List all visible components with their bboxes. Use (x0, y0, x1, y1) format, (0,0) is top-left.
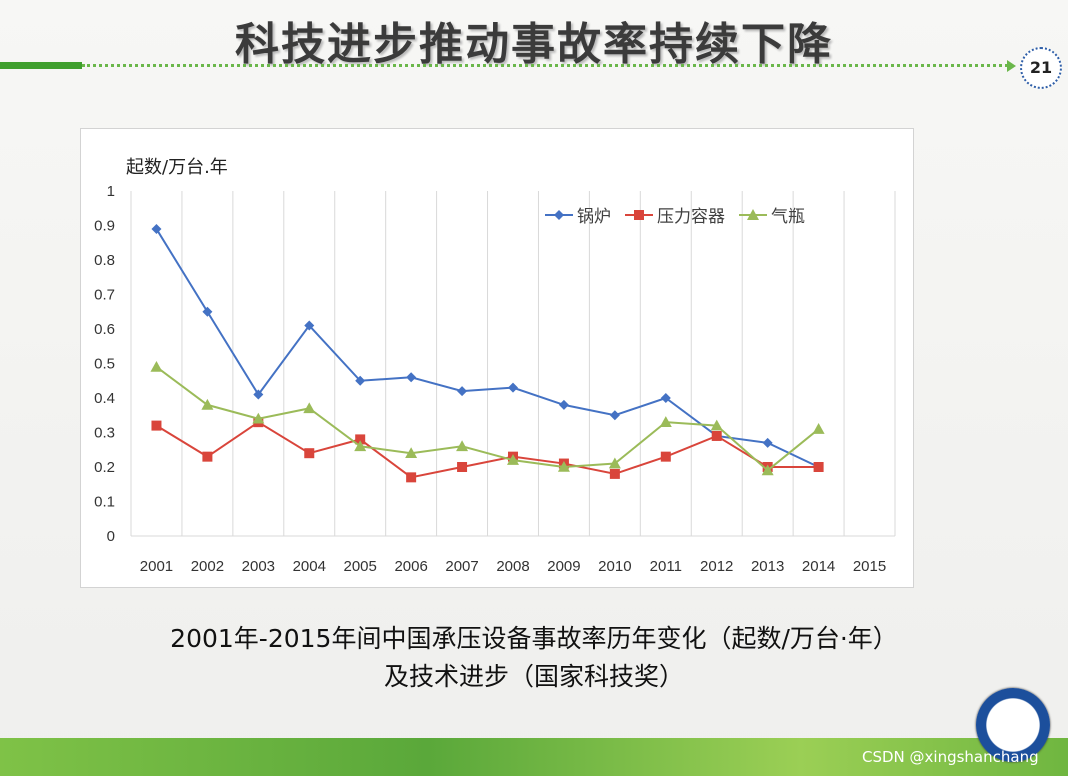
legend-label: 锅炉 (577, 207, 611, 227)
data-point (508, 382, 518, 393)
data-point (355, 375, 366, 386)
data-point (405, 447, 418, 458)
data-point (813, 462, 824, 472)
x-tick-label: 2005 (344, 558, 377, 575)
y-tick-label: 0.6 (94, 321, 115, 338)
data-point (457, 462, 468, 472)
data-point (406, 472, 417, 483)
data-point (354, 440, 367, 452)
footer-band (0, 738, 1068, 776)
x-tick-label: 2003 (242, 558, 275, 575)
data-point (711, 430, 722, 441)
data-point (557, 461, 570, 472)
y-tick-label: 0.1 (94, 494, 115, 511)
data-point (609, 410, 620, 421)
x-tick-label: 2002 (191, 558, 224, 575)
y-tick-label: 0.2 (94, 459, 115, 476)
caption-line-1: 2001年-2015年间中国承压设备事故率历年变化（起数/万台·年） (170, 624, 898, 653)
data-point (659, 416, 672, 427)
legend-label: 气瓶 (771, 207, 805, 227)
data-point (406, 372, 417, 383)
triangle-marker-icon (739, 208, 767, 220)
data-point (150, 360, 163, 372)
arrow-right-icon (1007, 60, 1016, 72)
chart-legend: 锅炉 压力容器 气瓶 (543, 202, 817, 227)
series-line (155, 366, 820, 472)
line-chart: 0 0.1 0.2 0.3 0.4 0.5 0.6 0.7 0.8 0.9 1 2001 2002 200… (94, 183, 896, 575)
data-point (609, 468, 620, 479)
series-line (155, 228, 820, 468)
data-point (812, 423, 825, 434)
caption-line-2: 及技术进步（国家科技奖） (383, 662, 684, 691)
x-tick-label: 2014 (802, 558, 835, 575)
data-point (456, 440, 469, 452)
x-tick-label: 2012 (700, 558, 733, 575)
data-point (304, 448, 315, 459)
x-tick-label: 2009 (547, 558, 580, 575)
legend-item: 锅炉 (543, 202, 611, 227)
legend-item: 压力容器 (623, 202, 725, 227)
legend-label: 压力容器 (657, 207, 725, 227)
square-marker-icon (625, 209, 653, 220)
x-tick-label: 2001 (140, 558, 173, 575)
chart-frame: 0 0.1 0.2 0.3 0.4 0.5 0.6 0.7 0.8 0.9 1 2001 2002 200… (80, 128, 914, 588)
y-tick-label: 0.5 (94, 356, 115, 373)
data-point (608, 457, 621, 469)
data-point (762, 437, 773, 448)
data-point (202, 306, 213, 317)
x-tick-label: 2015 (853, 558, 886, 575)
data-point (761, 464, 774, 476)
y-tick-label: 0.8 (94, 252, 115, 269)
y-tick-label: 0.7 (94, 287, 115, 304)
data-point (507, 454, 519, 465)
x-tick-label: 2007 (445, 558, 478, 575)
data-point (457, 386, 468, 397)
data-point (253, 389, 264, 400)
x-tick-label: 2006 (394, 558, 427, 575)
university-seal-icon (976, 688, 1050, 762)
x-tick-label: 2013 (751, 558, 784, 575)
x-tick-label: 2008 (496, 558, 529, 575)
title-rule-solid (0, 62, 82, 69)
x-tick-label: 2011 (650, 558, 682, 575)
data-point (252, 412, 265, 424)
chart-caption: 2001年-2015年间中国承压设备事故率历年变化（起数/万台·年） 及技术进步… (0, 620, 1068, 696)
data-point (558, 399, 569, 410)
watermark: CSDN @xingshanchang (862, 748, 1039, 766)
data-point (660, 451, 671, 462)
y-tick-label: 0.4 (94, 390, 115, 407)
x-tick-label: 2010 (598, 558, 631, 575)
y-tick-label: 0 (107, 528, 115, 545)
diamond-marker-icon (545, 209, 573, 220)
page-number: 21 (1020, 47, 1062, 89)
y-tick-label: 0.9 (94, 218, 115, 235)
data-point (151, 223, 162, 234)
data-point (202, 451, 213, 462)
y-axis-label: 起数/万台.年 (126, 157, 228, 178)
series-line (155, 420, 819, 479)
data-point (660, 393, 671, 403)
y-tick-label: 0.3 (94, 425, 115, 442)
title-rule-dotted (82, 64, 1008, 67)
x-tick-label: 2004 (293, 558, 326, 575)
data-point (710, 419, 723, 431)
y-tick-label: 1 (107, 183, 115, 200)
data-point (304, 320, 315, 331)
data-point (303, 402, 316, 414)
legend-item: 气瓶 (737, 202, 805, 227)
data-point (355, 434, 366, 445)
slide-title: 科技进步推动事故率持续下降 (235, 19, 833, 70)
data-point (151, 420, 162, 431)
data-point (201, 398, 214, 410)
